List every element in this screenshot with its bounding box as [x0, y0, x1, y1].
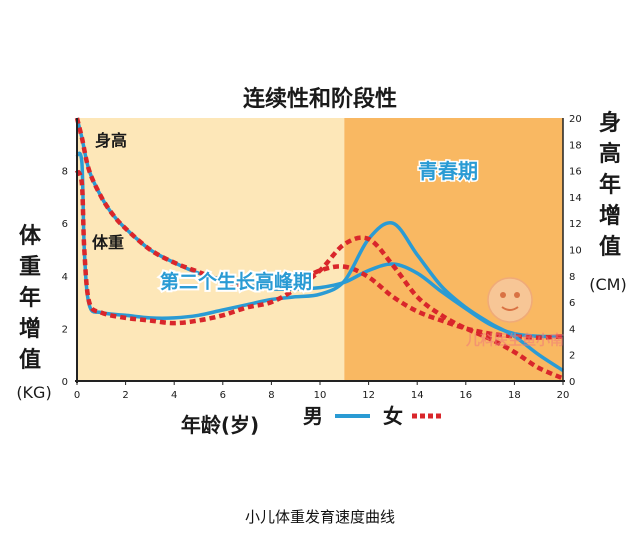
y-right-tick-label: 12 [569, 219, 582, 230]
y-right-tick-label: 16 [569, 167, 582, 178]
right-axis-title: 身 高 年 增 值 (CM) [589, 110, 626, 294]
tick-labels: 0 2 4 6 8 10 12 14 16 18 20 0 2 4 6 8 0 2 4 6 8 10 12 14 16 18 20 [62, 114, 582, 401]
watermark-logo: 儿科医生鱼小南 [465, 277, 564, 349]
y-right-tick-label: 20 [569, 114, 582, 125]
left-axis-char-5: 值 [19, 347, 41, 373]
x-tick-label: 8 [268, 390, 274, 401]
y-left-tick-label: 0 [62, 377, 68, 388]
legend: 男 女 [303, 404, 442, 428]
x-tick-label: 16 [459, 390, 472, 401]
left-axis-unit: (KG) [16, 383, 51, 402]
left-axis-char-2: 重 [19, 255, 41, 280]
series-lines [74, 117, 564, 381]
y-right-tick-label: 10 [569, 246, 582, 257]
right-axis-char-1: 身 [599, 110, 621, 136]
right-axis-char-4: 增 [599, 203, 621, 229]
y-left-tick-label: 8 [62, 167, 68, 178]
weight-female-line [74, 169, 564, 381]
y-right-tick-label: 2 [569, 351, 575, 362]
right-axis-unit: (CM) [589, 275, 626, 294]
y-left-tick-label: 6 [62, 219, 68, 230]
height-curve-label: 身高 [95, 131, 127, 150]
x-axis-title: 年龄(岁) [181, 413, 259, 437]
y-left-tick-label: 2 [62, 324, 68, 335]
legend-female-label: 女 [383, 404, 403, 428]
x-tick-label: 10 [314, 390, 327, 401]
y-right-tick-label: 14 [569, 193, 582, 204]
weight-curve-label: 体重 [92, 233, 124, 252]
right-axis-char-2: 高 [599, 141, 621, 167]
left-axis-title: 体 重 年 增 值 (KG) [16, 224, 51, 402]
puberty-label: 青春期 [418, 159, 478, 183]
y-right-tick-label: 6 [569, 298, 575, 309]
figure-caption: 小儿体重发育速度曲线 [244, 508, 395, 526]
x-tick-label: 0 [74, 390, 80, 401]
y-right-tick-label: 0 [569, 377, 575, 388]
left-axis-char-4: 增 [19, 316, 41, 342]
x-tick-label: 12 [362, 390, 375, 401]
x-tick-label: 6 [220, 390, 226, 401]
age-region-bands [77, 118, 563, 381]
y-right-tick-label: 4 [569, 324, 575, 335]
x-tick-label: 14 [411, 390, 424, 401]
y-right-tick-label: 8 [569, 272, 575, 283]
y-left-tick-label: 4 [62, 272, 68, 283]
x-tick-label: 20 [557, 390, 570, 401]
right-axis-char-3: 年 [599, 172, 621, 198]
right-axis-char-5: 值 [599, 234, 621, 260]
chart-title: 连续性和阶段性 [243, 86, 397, 112]
x-tick-label: 4 [171, 390, 177, 401]
left-axis-char-1: 体 [19, 224, 42, 249]
childhood-region [77, 118, 345, 381]
legend-male-label: 男 [303, 404, 323, 428]
y-right-tick-label: 18 [569, 140, 582, 151]
left-axis-char-3: 年 [19, 285, 41, 311]
growth-peak-label: 第二个生长高峰期 [160, 270, 312, 293]
watermark-text: 儿科医生鱼小南 [465, 332, 564, 349]
x-tick-label: 18 [508, 390, 521, 401]
x-tick-label: 2 [122, 390, 128, 401]
